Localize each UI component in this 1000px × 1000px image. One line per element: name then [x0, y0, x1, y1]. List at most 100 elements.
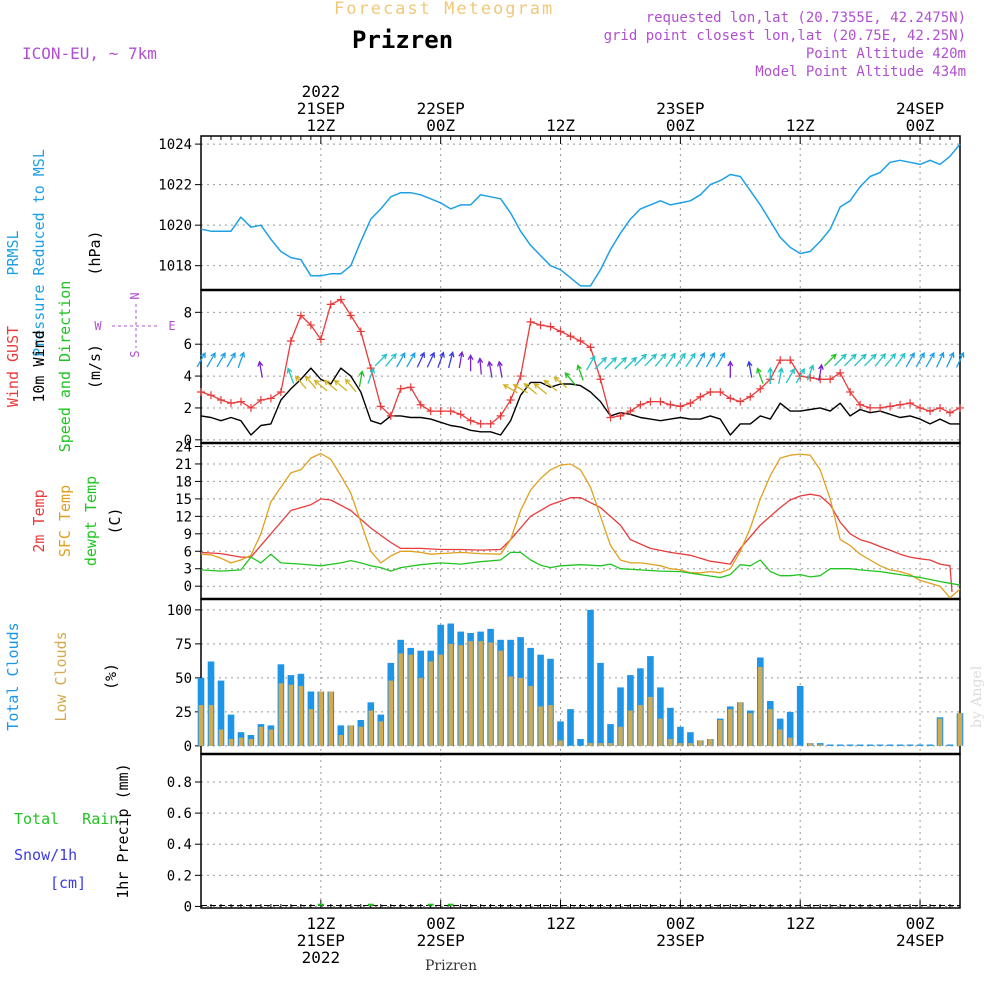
gust-marker [856, 400, 865, 409]
wind-arrow [604, 356, 618, 370]
wind-arrow [817, 363, 824, 381]
precip-legend-snow-unit: [cm] [50, 874, 87, 892]
low-cloud-bar [238, 737, 244, 746]
wind-arrow [523, 382, 538, 395]
ytick-label: 25 [175, 705, 192, 721]
low-cloud-bar [198, 705, 204, 746]
total-cloud-bar [876, 744, 884, 746]
low-cloud-bar [728, 709, 733, 746]
gust-marker [436, 407, 445, 416]
panel-pressure: 1018 1020 1022 1024 [158, 135, 961, 291]
time-label-top: 24SEP [896, 99, 944, 118]
time-label-bottom: 2022 [302, 948, 341, 967]
total-cloud-bar [846, 744, 854, 746]
wind-speed-line [200, 367, 960, 436]
gust-marker [706, 388, 715, 396]
low-cloud-bar [288, 684, 294, 746]
wind-arrow [374, 353, 388, 367]
low-cloud-bar [638, 705, 643, 746]
wind-arrow [777, 366, 784, 385]
wind-arrow [767, 366, 774, 385]
wind-arrow [226, 352, 236, 368]
gust-marker [906, 399, 915, 408]
gust-marker [566, 332, 575, 341]
wind-arrow [416, 351, 426, 368]
wind-arrow [746, 360, 753, 378]
wind-arrow [834, 353, 847, 367]
axis-label: Speed and Direction [56, 281, 74, 453]
total-cloud-bar [946, 744, 954, 746]
gust-marker [226, 399, 235, 408]
total-cloud-bar [786, 711, 794, 746]
wind-arrow [915, 352, 925, 368]
footer-location: Prizren [425, 958, 477, 974]
ytick-label: 15 [175, 492, 192, 508]
total-cloud-bar [677, 726, 684, 746]
ytick-label: 0 [184, 433, 192, 449]
wind-arrow [286, 367, 295, 384]
low-cloud-bar [768, 709, 773, 746]
ytick-label: 6 [184, 544, 192, 560]
gust-marker [646, 397, 655, 406]
total-cloud-bar [886, 744, 894, 746]
axis-label: 2m Temp [30, 489, 48, 552]
time-label-top: 00Z [666, 116, 695, 135]
wind-arrow [685, 352, 696, 368]
wind-arrow [467, 353, 474, 372]
total-cloud-bar [227, 714, 235, 746]
low-cloud-bar [268, 729, 274, 746]
axis-label: (%) [102, 663, 120, 690]
time-label-bottom: 00Z [426, 914, 455, 933]
wind-arrow [785, 367, 795, 384]
gust-marker [936, 403, 945, 412]
gust-marker [246, 403, 255, 412]
ytick-label: 18 [175, 474, 192, 490]
rain-bar [427, 903, 434, 906]
ytick-label: 24 [175, 439, 192, 455]
gust-marker [266, 394, 275, 403]
gust-marker [616, 411, 625, 420]
time-label-top: 22SEP [417, 99, 465, 118]
gust-marker [286, 337, 295, 345]
low-cloud-bar [378, 721, 383, 746]
pressure-line [200, 143, 961, 287]
axis-label: PRMSL [4, 230, 22, 275]
total-cloud-bar [207, 661, 215, 746]
gust-marker [686, 399, 695, 408]
wind-arrow [925, 352, 935, 368]
low-cloud-bar [518, 677, 523, 746]
compass-east: E [168, 319, 175, 333]
axis-label: dewpt Temp [82, 476, 100, 566]
wind-arrow [237, 351, 246, 368]
wind-arrow [795, 367, 805, 384]
header-model-altitude: Model Point Altitude 434m [755, 64, 966, 80]
low-cloud-bar [818, 744, 823, 746]
low-cloud-bar [228, 739, 234, 746]
low-cloud-bar [468, 641, 473, 746]
wind-arrow [496, 360, 503, 378]
total-cloud-bar [816, 743, 824, 746]
wind-arrow [756, 367, 764, 384]
header-point-altitude: Point Altitude 420m [805, 46, 966, 62]
low-cloud-bar [628, 710, 633, 746]
gust-marker [206, 391, 215, 400]
compass-rose: W E N S [94, 292, 175, 357]
axis-label: Total Clouds [4, 622, 22, 730]
wind-arrow [715, 352, 725, 368]
gust-marker [396, 384, 405, 393]
wind-arrow [257, 360, 264, 378]
rain-bar [317, 903, 324, 906]
low-cloud-bar [538, 706, 543, 746]
gust-marker [416, 400, 425, 409]
wind-arrow [564, 372, 577, 386]
gust-marker [806, 373, 815, 382]
gust-marker [586, 343, 595, 352]
time-label-top: 21SEP [297, 99, 345, 118]
wind-arrow [543, 379, 558, 392]
low-cloud-bar [218, 729, 224, 746]
wind-arrow [437, 351, 445, 368]
total-cloud-bar [587, 609, 594, 746]
gust-marker [406, 383, 415, 392]
wind-arrow [553, 376, 568, 389]
